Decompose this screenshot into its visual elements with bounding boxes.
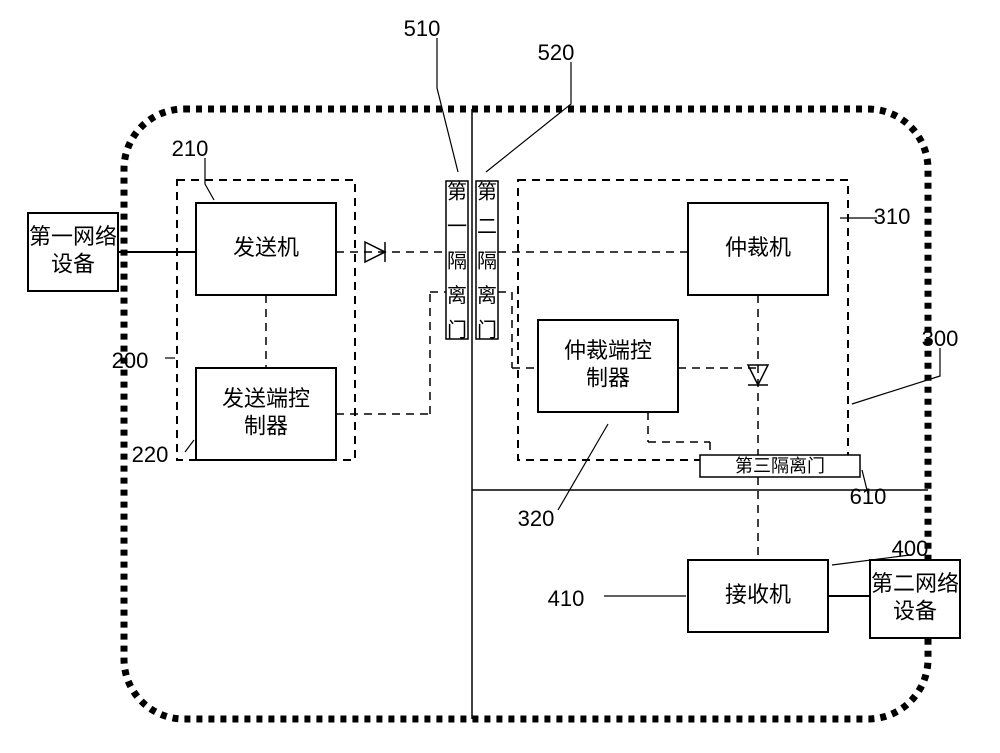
block-label: 第二网络 <box>871 571 959 596</box>
block-first-network-device: 第一网络设备 <box>28 213 118 291</box>
block-label: 发送端控 <box>222 386 310 411</box>
gate-char: 二 <box>477 216 497 238</box>
block-arbiter-controller: 仲裁端控制器 <box>538 320 678 412</box>
callout-number: 510 <box>404 16 441 41</box>
callout-number: 410 <box>548 586 585 611</box>
block-sender: 发送机 <box>196 203 336 295</box>
gate-char: 一 <box>447 216 467 238</box>
block-label: 仲裁机 <box>725 235 791 260</box>
gate-char: 第 <box>477 180 497 203</box>
gate-char: 第 <box>447 180 467 203</box>
callout-number: 200 <box>112 348 149 373</box>
network-isolation-diagram: 第一隔离门第二隔离门第三隔离门发送机发送端控制器仲裁机仲裁端控制器接收机第一网络… <box>0 0 1000 753</box>
callout-number: 300 <box>922 326 959 351</box>
gate1: 第一隔离门 <box>446 180 468 341</box>
gate-char: 门 <box>477 318 497 341</box>
callout-leader <box>437 38 458 172</box>
callout-number: 310 <box>874 204 911 229</box>
block-label: 接收机 <box>725 582 791 607</box>
block-receiver: 接收机 <box>688 560 828 632</box>
callout-number: 210 <box>172 136 209 161</box>
block-label: 制器 <box>586 366 630 391</box>
block-label: 设备 <box>51 252 95 277</box>
block-label: 制器 <box>244 414 288 439</box>
callout-310: 310 <box>840 204 910 229</box>
callout-number: 520 <box>538 40 575 65</box>
callout-leader <box>486 62 571 172</box>
callout-number: 320 <box>518 506 555 531</box>
gate-char: 隔 <box>447 249 467 272</box>
block-label: 发送机 <box>233 235 299 260</box>
gate-char: 离 <box>447 284 467 307</box>
block-label: 设备 <box>893 599 937 624</box>
gate2: 第二隔离门 <box>476 180 498 341</box>
callout-510: 510 <box>404 16 458 172</box>
block-label: 第一网络 <box>29 224 117 249</box>
callout-410: 410 <box>548 586 686 611</box>
gate-char: 门 <box>447 318 467 341</box>
callout-200: 200 <box>112 348 175 373</box>
block-sender-controller: 发送端控制器 <box>196 368 336 460</box>
gate3: 第三隔离门 <box>700 455 860 477</box>
gate-char: 隔 <box>477 249 497 272</box>
callout-number: 220 <box>132 442 169 467</box>
block-arbiter: 仲裁机 <box>688 203 828 295</box>
block-label: 仲裁端控 <box>564 338 652 363</box>
gate-label: 第三隔离门 <box>735 456 825 476</box>
callout-300: 300 <box>852 326 958 404</box>
callout-number: 400 <box>892 536 929 561</box>
block-second-network-device: 第二网络设备 <box>870 560 960 638</box>
callout-number: 610 <box>850 484 887 509</box>
gate-char: 离 <box>477 284 497 307</box>
